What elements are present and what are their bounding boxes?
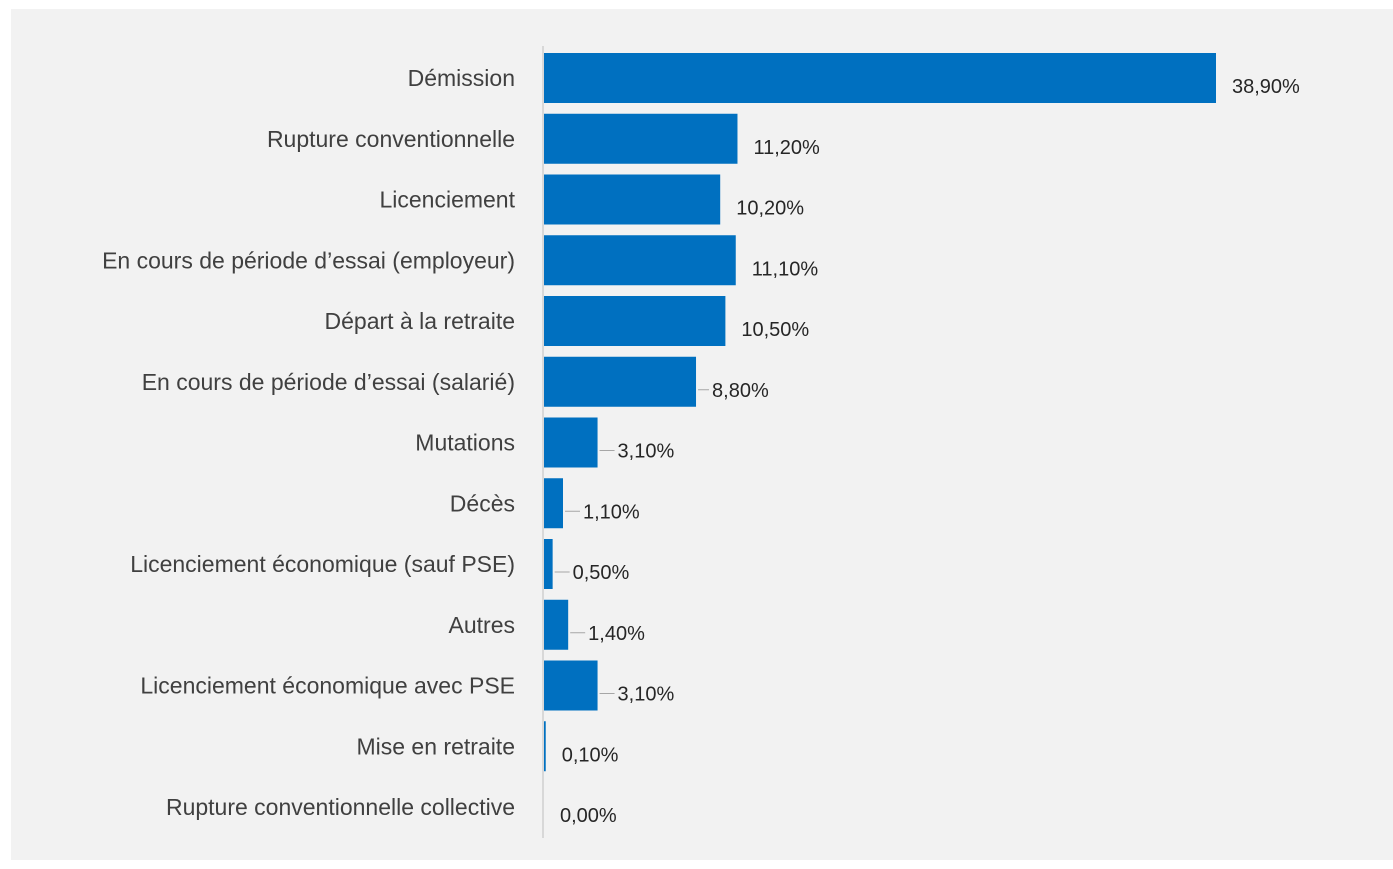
- category-label: Rupture conventionnelle collective: [166, 794, 515, 820]
- bar: [544, 599, 569, 650]
- value-label: 11,20%: [753, 137, 820, 159]
- bar: [544, 296, 726, 346]
- value-label: 3,10%: [618, 441, 675, 463]
- category-label: Décès: [450, 490, 515, 516]
- value-label: 0,10%: [562, 744, 619, 766]
- value-labels-group: 38,90% 11,20% 10,20% 11,10% 10,50% 8,80% 3,10%…: [560, 76, 1300, 827]
- category-label: Démission: [408, 65, 515, 91]
- bar: [544, 721, 546, 772]
- bar: [544, 174, 721, 225]
- category-label: Autres: [449, 612, 515, 638]
- value-label: 3,10%: [618, 684, 675, 706]
- value-label: 11,10%: [752, 258, 819, 280]
- category-label: En cours de période d’essai (salarié): [142, 369, 515, 395]
- category-labels-group: Démission Rupture conventionnelle Licencie…: [102, 65, 516, 820]
- bar: [544, 478, 564, 529]
- value-label: 1,10%: [583, 501, 640, 523]
- category-label: Mutations: [415, 430, 515, 456]
- category-label: Licenciement économique (sauf PSE): [130, 551, 515, 577]
- value-label: 38,90%: [1232, 76, 1300, 98]
- value-label: 10,20%: [736, 198, 804, 220]
- category-label: Licenciement: [379, 187, 515, 213]
- bar: [544, 53, 1216, 103]
- bar: [544, 113, 738, 164]
- value-label: 1,40%: [588, 623, 645, 645]
- leader-lines-group: [554, 389, 710, 694]
- value-label: 8,80%: [712, 380, 769, 402]
- bar: [544, 235, 736, 286]
- bar: [544, 660, 598, 711]
- category-label: Départ à la retraite: [325, 308, 515, 334]
- value-label: 0,50%: [573, 562, 630, 584]
- category-label: En cours de période d’essai (employeur): [102, 247, 515, 273]
- bar: [544, 417, 598, 468]
- bar: [544, 356, 697, 407]
- value-label: 0,00%: [560, 805, 617, 827]
- bar: [544, 539, 553, 589]
- bars-group: [544, 53, 1216, 772]
- value-label: 10,50%: [741, 319, 809, 341]
- category-label: Licenciement économique avec PSE: [140, 673, 515, 699]
- category-label: Rupture conventionnelle: [267, 126, 515, 152]
- category-label: Mise en retraite: [356, 733, 515, 759]
